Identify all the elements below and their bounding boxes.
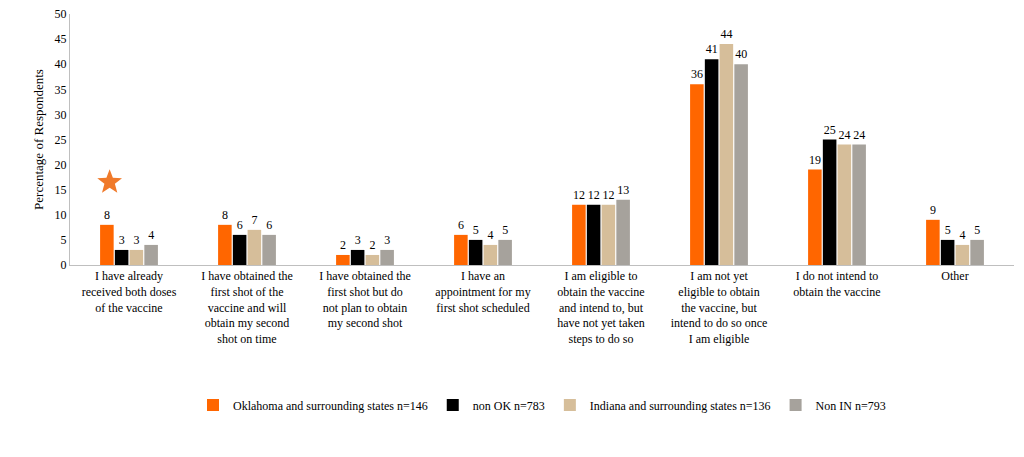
svg-text:I do not intend toobtain the v: I do not intend toobtain the vaccine [793,269,880,299]
svg-text:41: 41 [706,42,718,56]
svg-text:6: 6 [266,218,272,232]
svg-text:24: 24 [853,128,865,142]
svg-text:2: 2 [340,238,346,252]
svg-text:5: 5 [473,223,479,237]
svg-text:Other: Other [941,269,968,283]
svg-text:10: 10 [55,208,67,222]
svg-text:7: 7 [251,213,257,227]
svg-text:8: 8 [222,208,228,222]
svg-text:20: 20 [55,158,67,172]
svg-text:I have obtained thefirst shot: I have obtained thefirst shot of thevacc… [201,269,293,345]
svg-text:Non IN n=793: Non IN n=793 [816,399,886,413]
svg-text:35: 35 [55,83,67,97]
svg-text:3: 3 [355,233,361,247]
svg-text:4: 4 [959,228,965,242]
svg-text:6: 6 [458,218,464,232]
svg-text:5: 5 [502,223,508,237]
svg-text:Indiana and surrounding states: Indiana and surrounding states n=136 [590,399,771,413]
svg-text:12: 12 [588,188,600,202]
svg-text:40: 40 [55,57,67,71]
svg-text:25: 25 [824,123,836,137]
svg-text:4: 4 [148,228,154,242]
svg-text:8: 8 [104,208,110,222]
svg-text:5: 5 [974,223,980,237]
svg-text:45: 45 [55,32,67,46]
svg-text:13: 13 [617,183,629,197]
svg-text:44: 44 [720,27,732,41]
svg-text:Percentage of Respondents: Percentage of Respondents [31,69,46,210]
svg-text:40: 40 [735,47,747,61]
svg-text:36: 36 [691,67,703,81]
svg-text:I have anappointment for myfir: I have anappointment for myfirst shot sc… [435,269,530,314]
svg-text:Oklahoma and surrounding state: Oklahoma and surrounding states n=146 [233,399,428,413]
svg-text:3: 3 [384,233,390,247]
svg-text:15: 15 [55,183,67,197]
svg-text:0: 0 [61,258,67,272]
svg-text:5: 5 [945,223,951,237]
svg-text:I am eligible toobtain the vac: I am eligible toobtain the vaccineand in… [557,269,645,345]
svg-text:non OK n=783: non OK n=783 [473,399,545,413]
svg-text:12: 12 [573,188,585,202]
svg-text:3: 3 [133,233,139,247]
svg-text:6: 6 [237,218,243,232]
svg-text:30: 30 [55,108,67,122]
svg-text:25: 25 [55,133,67,147]
svg-text:I am not yeteligible to obtain: I am not yeteligible to obtainthe vaccin… [671,269,768,345]
svg-text:I have alreadyreceived both do: I have alreadyreceived both dosesof the … [82,269,177,314]
svg-text:12: 12 [602,188,614,202]
svg-text:24: 24 [838,128,850,142]
svg-text:2: 2 [369,238,375,252]
svg-text:I have obtained thefirst shot: I have obtained thefirst shot but donot … [319,269,411,330]
svg-text:5: 5 [61,233,67,247]
svg-text:50: 50 [55,7,67,21]
svg-text:9: 9 [930,203,936,217]
svg-text:4: 4 [487,228,493,242]
svg-text:3: 3 [119,233,125,247]
svg-text:19: 19 [809,153,821,167]
